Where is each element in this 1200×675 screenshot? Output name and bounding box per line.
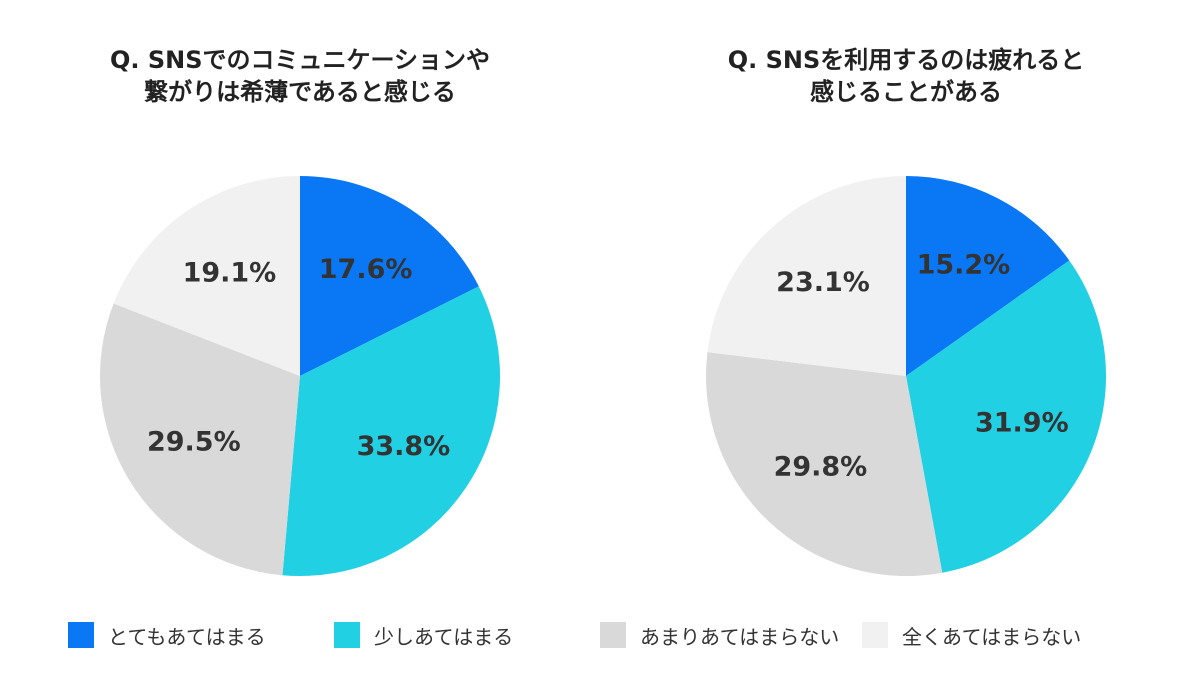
data-label-not-applicable-at-all: 23.1% — [776, 267, 870, 298]
pie-chart-fatigue: Q. SNSを利用するのは疲れると 感じることがある 15.2% 31.9% 29.… — [606, 0, 1200, 600]
chart-title-line-2: 感じることがある — [810, 78, 1002, 106]
pie-plot: 17.6% 33.8% 29.5% 19.1% — [100, 176, 501, 577]
chart-title: Q. SNSを利用するのは疲れると 感じることがある — [606, 44, 1200, 108]
legend-label: 少しあてはまる — [374, 624, 514, 649]
legend-swatch — [862, 622, 888, 648]
legend-label: 全くあてはまらない — [902, 624, 1082, 649]
data-label-somewhat-applicable: 31.9% — [975, 408, 1069, 439]
slice-not-very-applicable — [705, 352, 943, 577]
chart-legend: とてもあてはまる 少しあてはまる あまりあてはまらない 全くあてはまらない — [0, 620, 1200, 650]
slice-very-applicable — [300, 176, 479, 376]
legend-label: あまりあてはまらない — [640, 624, 840, 649]
legend-label: とてもあてはまる — [108, 624, 266, 649]
data-label-somewhat-applicable: 33.8% — [357, 431, 451, 462]
chart-title-line-1: Q. SNSを利用するのは疲れると — [727, 46, 1085, 74]
pie-chart-communication: Q. SNSでのコミュニケーションや 繋がりは希薄であると感じる 17.6% 33… — [0, 0, 600, 600]
chart-title-line-2: 繋がりは希薄であると感じる — [144, 78, 456, 106]
chart-title-line-1: Q. SNSでのコミュニケーションや — [109, 46, 491, 74]
legend-swatch — [68, 622, 94, 648]
data-label-not-very-applicable: 29.5% — [147, 427, 241, 458]
data-label-not-very-applicable: 29.8% — [774, 452, 868, 483]
data-label-very-applicable: 15.2% — [917, 250, 1011, 281]
data-label-not-applicable-at-all: 19.1% — [183, 257, 277, 288]
legend-item-somewhat-applicable: 少しあてはまる — [334, 620, 513, 650]
data-label-very-applicable: 17.6% — [319, 254, 413, 285]
legend-swatch — [600, 622, 626, 648]
pie-plot: 15.2% 31.9% 29.8% 23.1% — [705, 176, 1106, 577]
slice-not-very-applicable — [100, 303, 300, 576]
slice-not-applicable-at-all — [707, 176, 906, 376]
legend-item-very-applicable: とてもあてはまる — [68, 620, 266, 650]
slice-very-applicable — [906, 176, 1070, 376]
legend-item-not-applicable-at-all: 全くあてはまらない — [862, 620, 1081, 650]
slice-not-applicable-at-all — [113, 176, 300, 376]
slice-somewhat-applicable — [282, 286, 501, 577]
legend-item-not-very-applicable: あまりあてはまらない — [600, 620, 839, 650]
chart-title: Q. SNSでのコミュニケーションや 繋がりは希薄であると感じる — [0, 44, 600, 108]
slice-somewhat-applicable — [906, 260, 1106, 573]
legend-swatch — [334, 622, 360, 648]
